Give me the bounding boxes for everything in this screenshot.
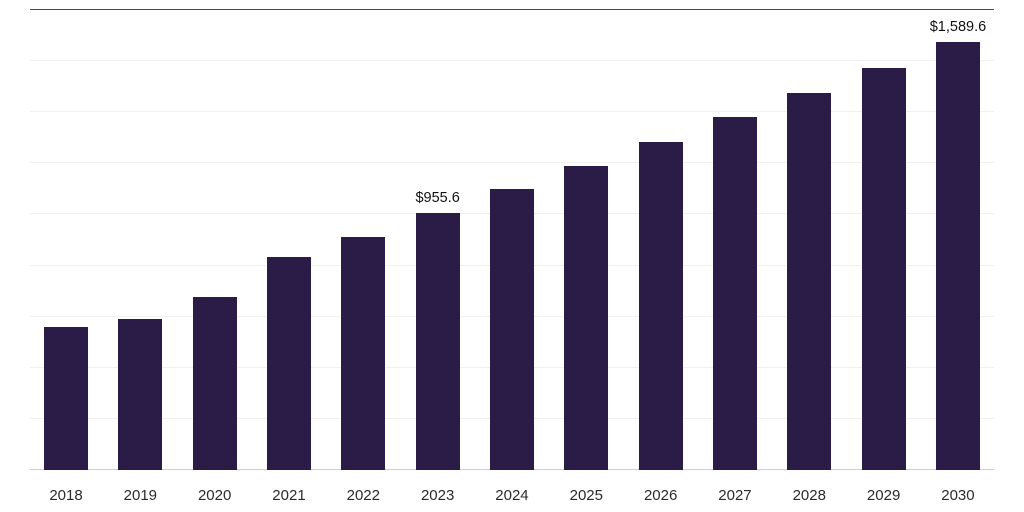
bar-slot-2027: [712, 10, 757, 470]
bar-slot-2026: [638, 10, 683, 470]
x-tick-label-2028: 2028: [792, 487, 826, 504]
bar-slot-2022: [341, 10, 386, 470]
x-tick-label-2030: 2030: [941, 487, 975, 504]
gridline: [30, 111, 994, 113]
x-tick-label-2026: 2026: [643, 487, 678, 504]
bar-slot-2019: [118, 10, 163, 470]
x-tick-label-2020: 2020: [197, 487, 232, 504]
bar-2018[interactable]: [44, 327, 88, 470]
x-tick-label-2018: 2018: [49, 487, 83, 504]
bar-2029[interactable]: [861, 68, 906, 470]
bar-slot-2024: [489, 10, 534, 470]
bar-2019[interactable]: [118, 319, 163, 470]
top-gridline: [30, 9, 994, 10]
bar-slot-2029: [861, 10, 906, 470]
bar-2022[interactable]: [341, 237, 386, 470]
bar-2028[interactable]: [787, 93, 832, 470]
x-tick-label-2022: 2022: [346, 487, 380, 504]
x-axis-labels: 2018 2019 2020 2021 2022 2023 2024 2025 2026 2027…: [44, 487, 980, 504]
bar-2026[interactable]: [638, 142, 683, 470]
bar-2030[interactable]: [935, 42, 980, 470]
bar-slot-2030: $1,589.6: [930, 10, 986, 470]
x-tick-label-2021: 2021: [272, 487, 306, 504]
bar-2023[interactable]: [415, 212, 460, 470]
bar-slot-2028: [787, 10, 832, 470]
data-label-2023: $955.6: [415, 189, 460, 206]
bar-2025[interactable]: [564, 166, 609, 470]
x-tick-label-2019: 2019: [123, 487, 158, 504]
bar-slot-2021: [266, 10, 311, 470]
x-tick-label-2025: 2025: [569, 487, 603, 504]
plot-area: $955.6 $1,589.6: [30, 9, 994, 470]
bar-2027[interactable]: [712, 117, 757, 470]
bar-2024[interactable]: [489, 189, 534, 470]
data-label-2030: $1,589.6: [929, 19, 987, 36]
gridline: [30, 60, 994, 62]
bar-slot-2020: [192, 10, 237, 470]
bar-slot-2025: [564, 10, 609, 470]
bar-2021[interactable]: [266, 257, 311, 470]
bar-slot-2018: [44, 10, 88, 470]
x-tick-label-2024: 2024: [495, 487, 529, 504]
gridline: [30, 162, 994, 164]
x-tick-label-2027: 2027: [718, 487, 752, 504]
x-tick-label-2029: 2029: [866, 487, 901, 504]
bars-container: $955.6 $1,589.6: [44, 10, 986, 470]
bar-2020[interactable]: [192, 297, 237, 470]
bar-slot-2023: $955.6: [415, 10, 460, 470]
x-tick-label-2023: 2023: [420, 487, 455, 504]
